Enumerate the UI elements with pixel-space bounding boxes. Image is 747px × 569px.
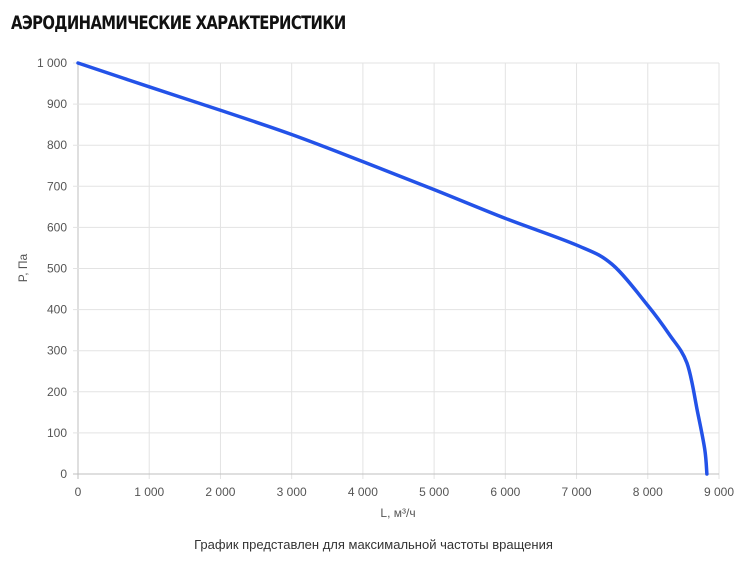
x-axis-label: L, м³/ч [380,506,415,520]
y-tick-label: 400 [47,303,67,317]
y-tick-label: 900 [47,97,67,111]
y-axis-label: P, Па [16,253,30,282]
x-tick-label: 5 000 [419,485,449,499]
x-tick-label: 3 000 [277,485,307,499]
page-title: АЭРОДИНАМИЧЕСКИЕ ХАРАКТЕРИСТИКИ [11,12,346,34]
x-tick-label: 1 000 [134,485,164,499]
y-tick-label: 600 [47,220,67,234]
x-tick-label: 7 000 [562,485,592,499]
y-tick-label: 200 [47,385,67,399]
x-tick-label: 2 000 [205,485,235,499]
x-tick-label: 4 000 [348,485,378,499]
y-tick-label: 100 [47,426,67,440]
chart-footnote: График представлен для максимальной част… [194,537,553,552]
y-tick-label: 0 [60,467,67,481]
x-tick-label: 8 000 [633,485,663,499]
y-tick-label: 1 000 [37,56,67,70]
chart-grid [73,62,720,479]
x-tick-label: 0 [75,485,82,499]
y-tick-label: 800 [47,138,67,152]
y-tick-label: 700 [47,179,67,193]
chart-tick-labels: 0 1 000 2 000 3 000 4 000 5 000 6 000 7 000 8 00… [37,56,734,499]
y-tick-label: 300 [47,344,67,358]
series-line-pressure [76,61,709,476]
y-tick-label: 500 [47,262,67,276]
x-tick-label: 6 000 [490,485,520,499]
x-tick-label: 9 000 [704,485,734,499]
